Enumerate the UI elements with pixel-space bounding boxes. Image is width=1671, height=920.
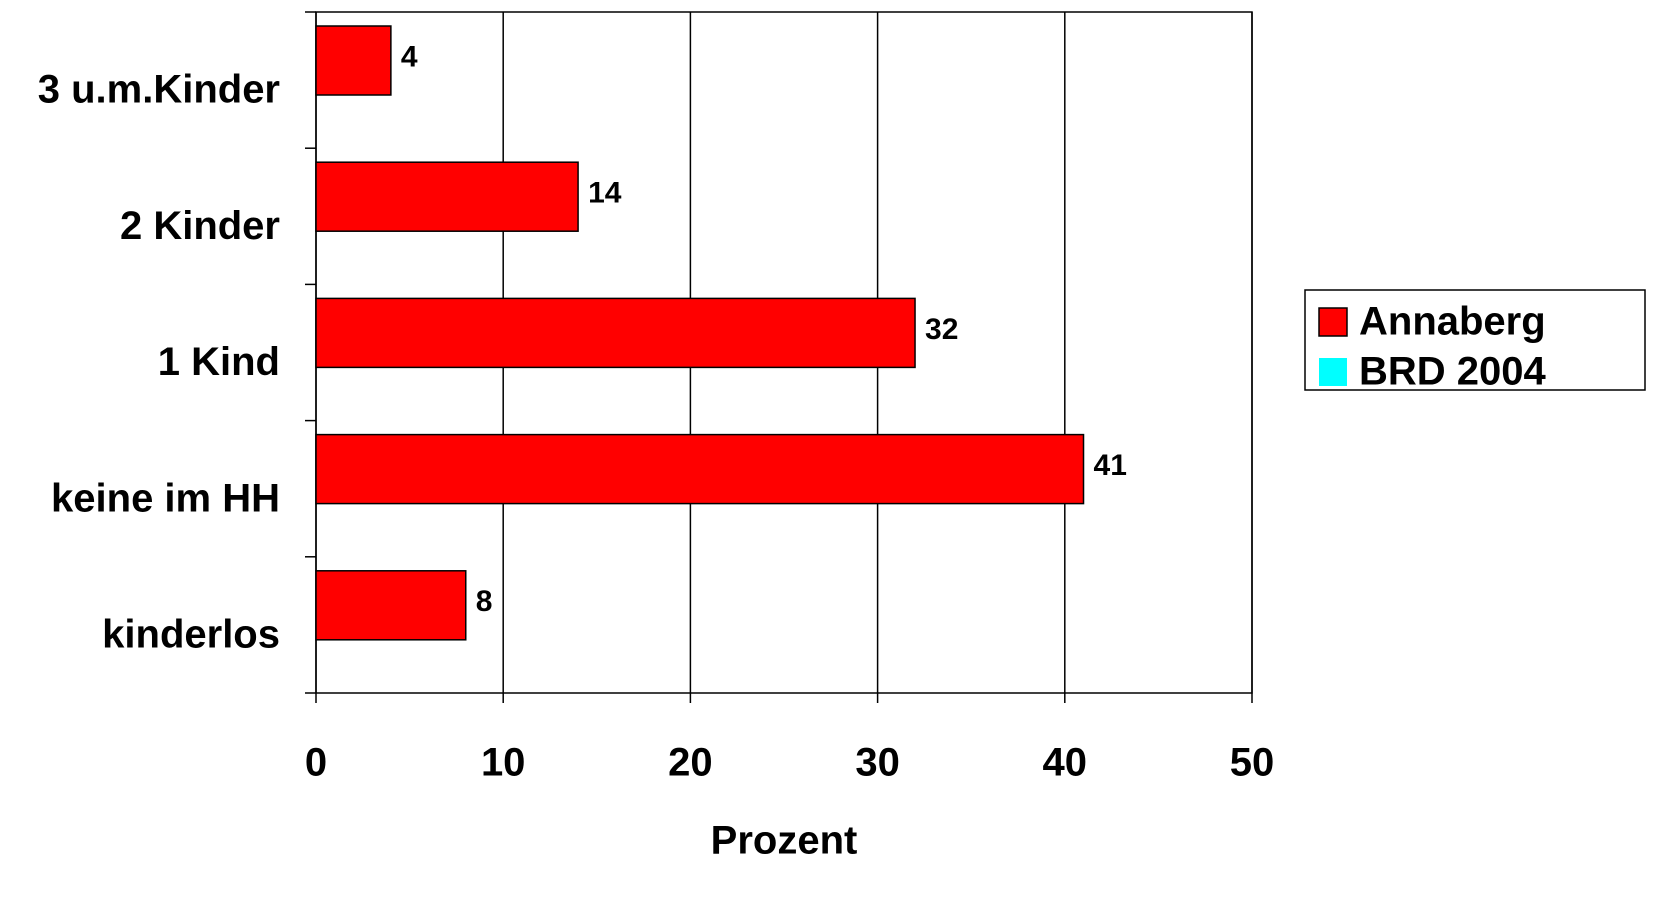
y-tick-label: 1 Kind bbox=[158, 340, 280, 384]
bar bbox=[315, 433, 1085, 505]
value-label: 4 bbox=[401, 40, 418, 73]
value-label: 14 bbox=[588, 177, 622, 210]
x-tick-label: 50 bbox=[1230, 741, 1275, 785]
x-tick-label: 0 bbox=[305, 741, 327, 785]
value-label: 41 bbox=[1094, 449, 1127, 482]
bar bbox=[315, 161, 579, 232]
y-tick-label: 2 Kinder bbox=[120, 204, 280, 248]
bar bbox=[315, 570, 467, 641]
legend-label: BRD 2004 bbox=[1359, 350, 1547, 394]
bar bbox=[315, 297, 916, 369]
x-tick-label: 20 bbox=[668, 741, 713, 785]
y-tick-label: keine im HH bbox=[51, 476, 280, 520]
legend-swatch bbox=[1318, 307, 1348, 337]
legend-swatch bbox=[1319, 358, 1347, 386]
x-tick-label: 30 bbox=[855, 741, 900, 785]
x-tick-label: 10 bbox=[481, 741, 526, 785]
value-label: 32 bbox=[925, 313, 958, 346]
x-axis-title: Prozent bbox=[711, 819, 858, 863]
y-tick-label: 3 u.m.Kinder bbox=[38, 68, 280, 112]
legend-box bbox=[1304, 289, 1646, 391]
legend-label: Annaberg bbox=[1359, 300, 1546, 344]
y-tick-label: kinderlos bbox=[102, 612, 280, 656]
value-label: 8 bbox=[476, 585, 493, 618]
bar bbox=[315, 25, 392, 96]
x-tick-label: 40 bbox=[1043, 741, 1088, 785]
